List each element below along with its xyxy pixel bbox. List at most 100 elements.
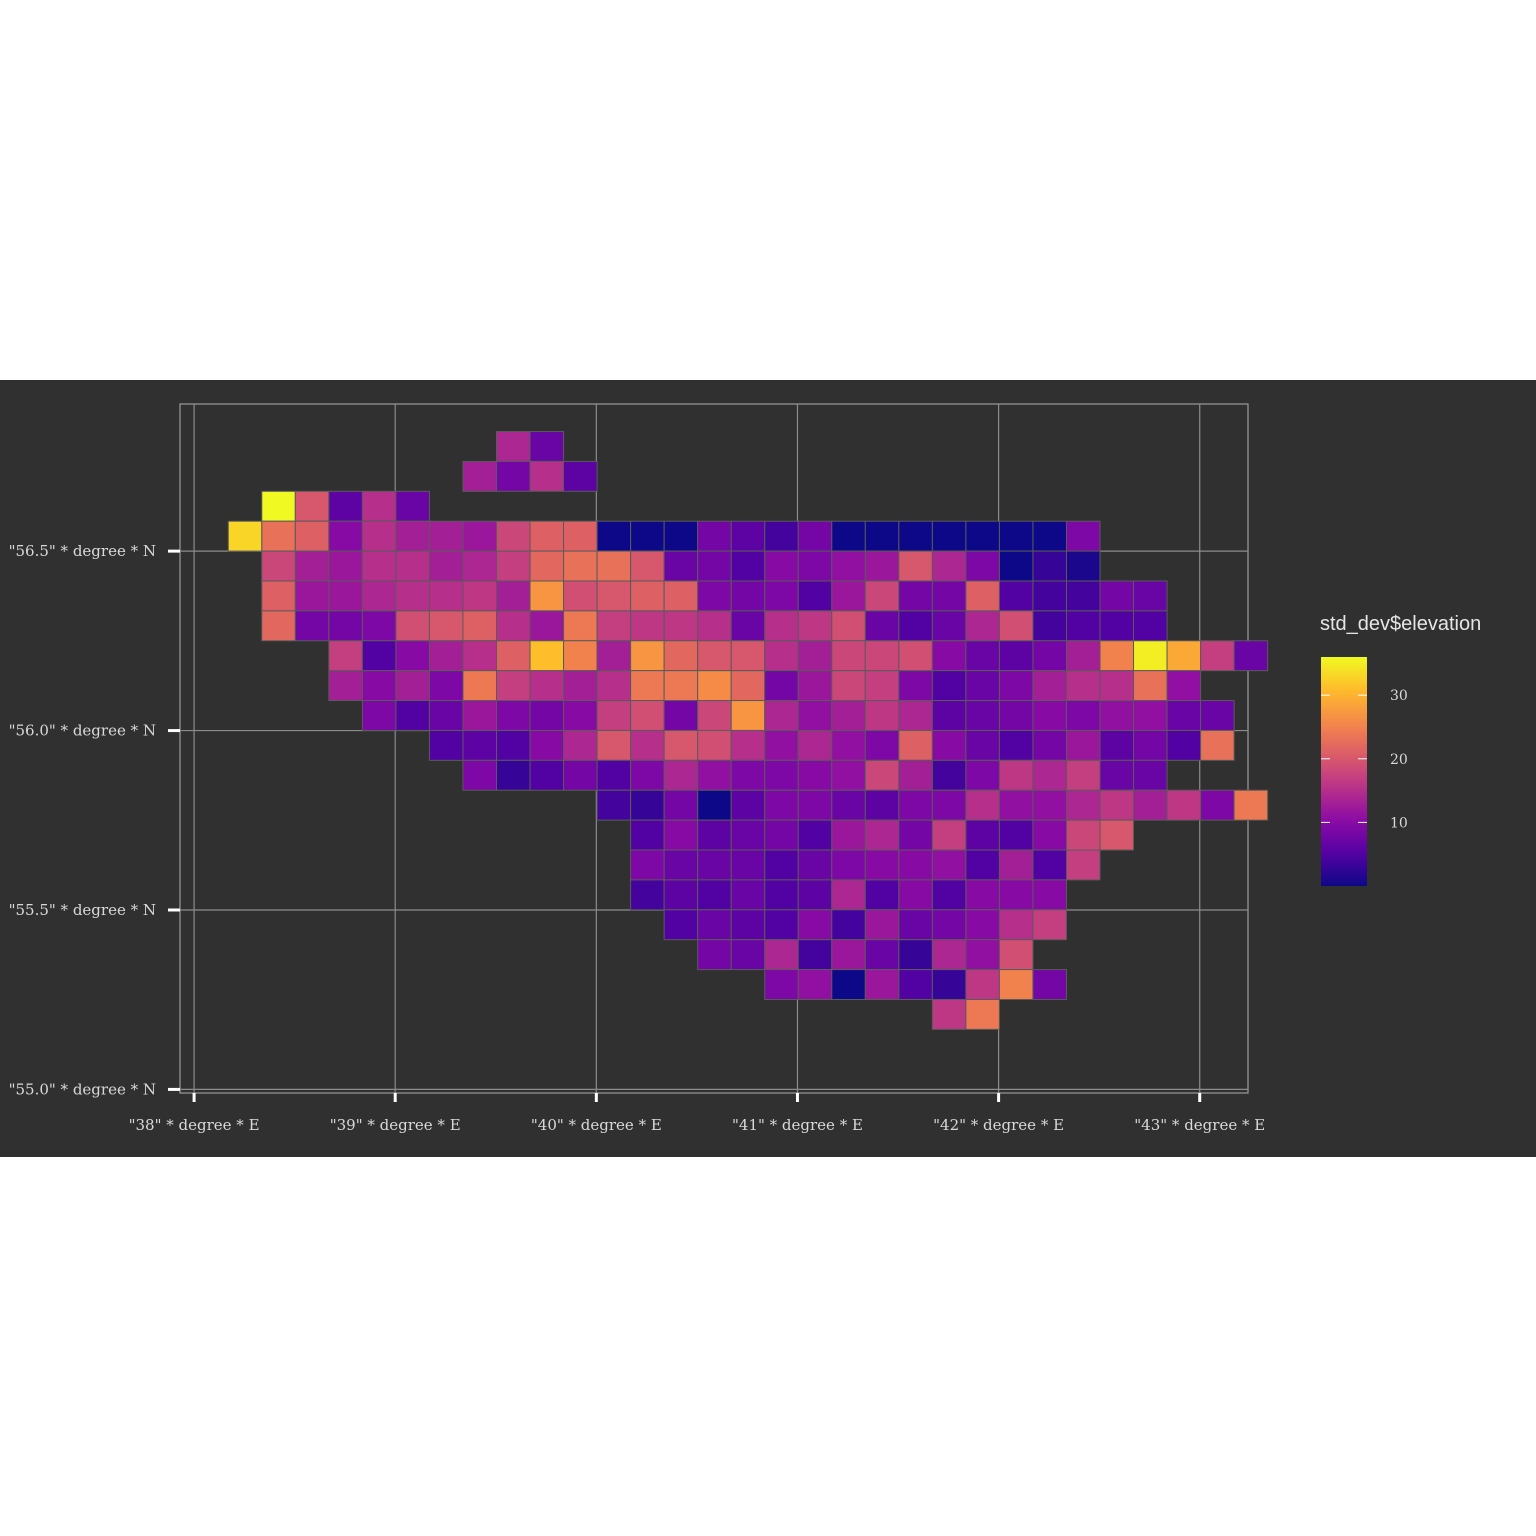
raster-cell [998,969,1034,1000]
raster-cell [998,849,1034,881]
raster-cell [1099,819,1135,851]
y-tick-label: "56.5" * degree * N [9,542,156,560]
raster-cell [730,580,766,612]
raster-cell [563,580,598,612]
raster-cell [1200,640,1235,672]
raster-cell [764,969,799,1000]
raster-cell [428,670,464,702]
raster-cell [563,610,598,642]
raster-cell [730,550,766,582]
raster-cell [630,759,665,791]
raster-cell [730,879,766,911]
raster-cell [898,610,933,642]
raster-cell [931,610,967,642]
raster-cell [764,789,799,821]
raster-cell [596,670,632,702]
raster-cell [596,789,632,821]
raster-cell [864,939,900,971]
raster-cell [1099,580,1135,612]
raster-cell [764,849,799,881]
raster-cell [898,759,933,791]
x-tick-label: "41" * degree * E [732,1116,863,1134]
raster-cell [1166,789,1202,821]
raster-cell [931,969,967,1000]
raster-cell [730,849,766,881]
raster-cell [831,700,866,731]
raster-cell [227,520,263,552]
raster-cell [328,520,363,552]
raster-cell [764,759,799,791]
raster-cell [395,490,430,522]
raster-cell [663,610,699,642]
raster-cell [965,759,1000,791]
raster-cell [931,550,967,582]
raster-cell [1032,700,1067,731]
raster-cell [1065,849,1101,881]
raster-cell [663,849,699,881]
y-tick-label: "55.0" * degree * N [9,1080,156,1098]
raster-cell [864,819,900,851]
raster-cell [797,580,833,612]
raster-cell [965,610,1000,642]
raster-cell [864,759,900,791]
raster-cell [328,640,363,672]
raster-cell [797,909,833,941]
raster-cell [1032,759,1067,791]
raster-cell [797,849,833,881]
raster-cell [864,670,900,702]
raster-cell [730,670,766,702]
raster-cell [764,520,799,552]
raster-cell [630,580,665,612]
raster-cell [697,879,732,911]
raster-cell [294,580,330,612]
raster-cell [931,670,967,702]
raster-cell [965,550,1000,582]
raster-cell [998,700,1034,731]
raster-cell [361,580,397,612]
raster-cell [931,879,967,911]
raster-cell [864,849,900,881]
raster-cell [294,520,330,552]
raster-cell [563,520,598,552]
raster-cell [864,879,900,911]
raster-cell [395,640,430,672]
raster-cell [1032,550,1067,582]
raster-cell [931,909,967,941]
raster-cell [1065,610,1101,642]
raster-cell [294,610,330,642]
raster-cell [1133,759,1168,791]
raster-cell [931,849,967,881]
raster-cell [931,520,967,552]
raster-cell [998,819,1034,851]
raster-cell [462,640,497,672]
raster-cell [663,909,699,941]
raster-cell [495,670,531,702]
raster-cell [730,640,766,672]
raster-cell [697,759,732,791]
raster-cell [1065,640,1101,672]
raster-cell [529,640,565,672]
raster-cell [630,520,665,552]
raster-cell [831,969,866,1000]
raster-cell [697,520,732,552]
raster-cell [797,939,833,971]
raster-cell [361,610,397,642]
raster-cell [563,700,598,731]
raster-cell [998,640,1034,672]
raster-cell [563,670,598,702]
raster-cell [1166,640,1202,672]
raster-cell [261,490,296,522]
raster-cell [864,700,900,731]
raster-cell [462,729,497,761]
raster-cell [395,550,430,582]
raster-cell [1065,550,1101,582]
raster-cell [764,729,799,761]
raster-cell [596,729,632,761]
raster-cell [495,640,531,672]
raster-cell [965,849,1000,881]
raster-cell [1032,789,1067,821]
raster-cell [462,610,497,642]
raster-cell [831,729,866,761]
raster-cell [965,729,1000,761]
raster-cell [931,640,967,672]
